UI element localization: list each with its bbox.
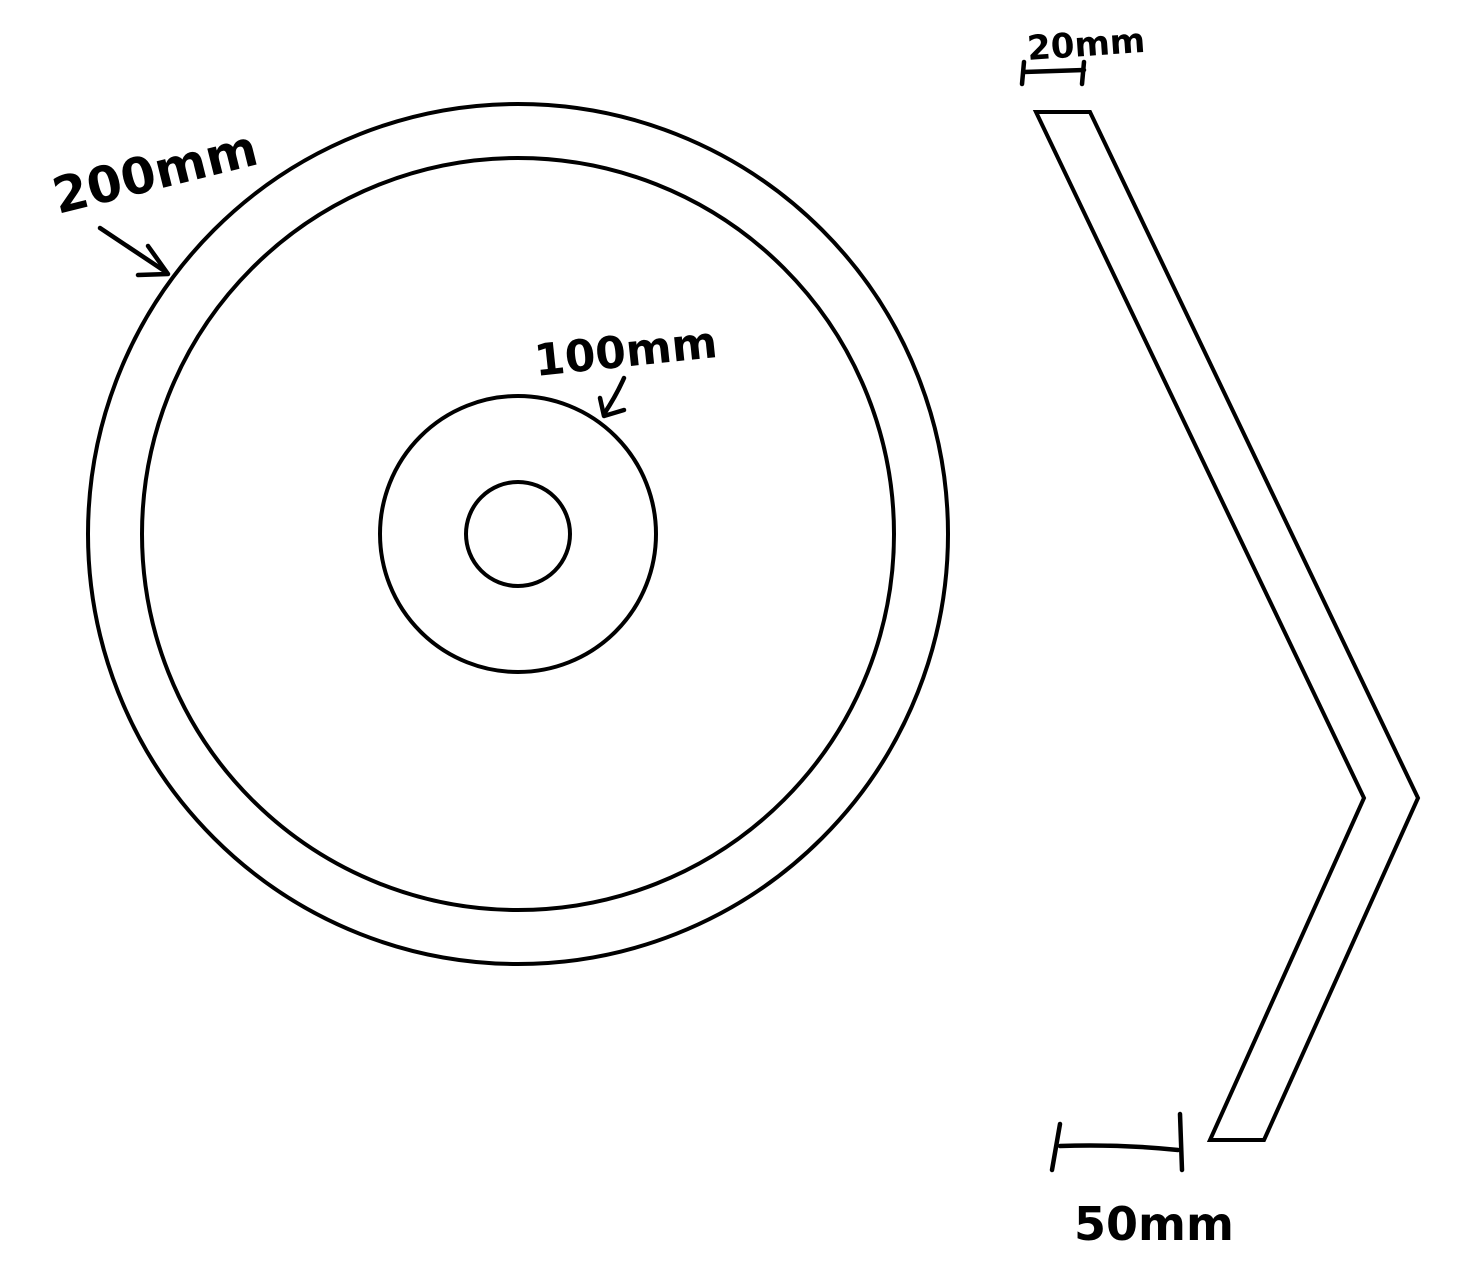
offset-dimension: 50mm [1049, 1111, 1234, 1251]
outer-rim-circle [86, 102, 950, 966]
thickness-label: 20mm [1026, 21, 1147, 69]
bent-strip-profile [1032, 110, 1421, 1142]
thickness-dimension: 20mm [1019, 21, 1147, 87]
hub-diameter-arrow [601, 375, 627, 417]
hub-diameter-label: 100mm [532, 317, 720, 387]
outer-diameter-arrowhead [135, 243, 171, 278]
thickness-left-tick [1019, 59, 1027, 87]
front-view [86, 102, 950, 966]
offset-dimension-line [1057, 1143, 1181, 1153]
hub-diameter-arrowhead [597, 395, 627, 419]
offset-left-tick [1049, 1121, 1063, 1173]
bore-circle [464, 480, 572, 588]
offset-right-tick [1177, 1111, 1185, 1173]
offset-label: 50mm [1074, 1197, 1234, 1251]
hub-circle [378, 394, 658, 674]
inner-rim-circle [140, 156, 896, 912]
side-profile [1032, 110, 1421, 1142]
thickness-dimension-line [1021, 67, 1087, 75]
thickness-right-tick [1079, 59, 1087, 87]
outer-diameter-callout: 200mm [47, 119, 263, 278]
outer-diameter-label: 200mm [47, 119, 263, 226]
outer-diameter-arrow [97, 225, 169, 275]
